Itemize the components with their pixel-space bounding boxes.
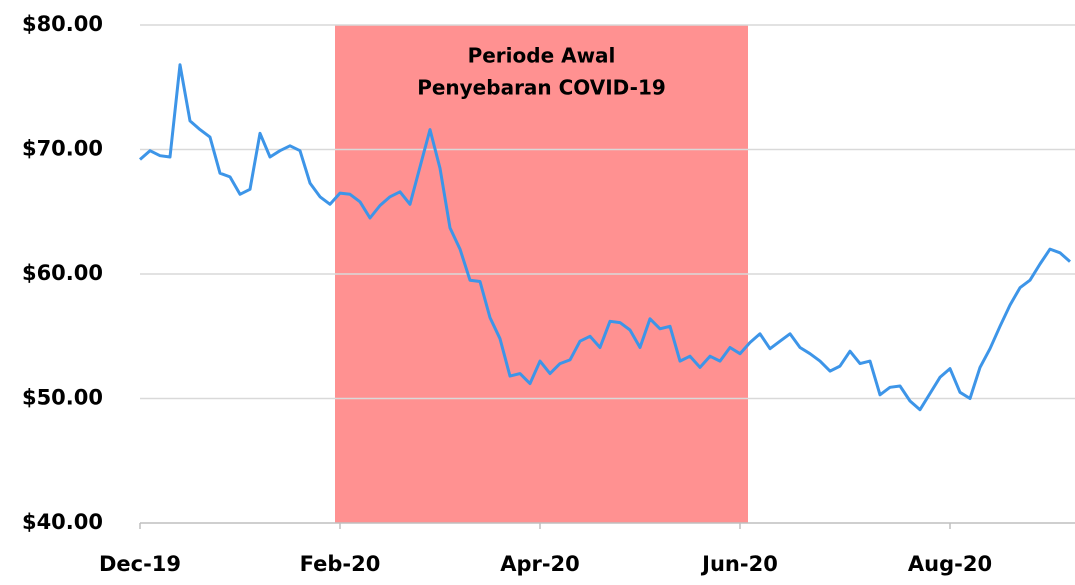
x-tick-label: Aug-20 xyxy=(908,552,992,576)
y-tick-label: $60.00 xyxy=(22,261,103,285)
y-tick-label: $40.00 xyxy=(22,510,103,534)
y-tick-label: $80.00 xyxy=(22,12,103,36)
x-tick-label: Jun-20 xyxy=(700,552,778,576)
x-tick-label: Feb-20 xyxy=(300,552,381,576)
x-tick-label: Dec-19 xyxy=(99,552,181,576)
y-tick-label: $70.00 xyxy=(22,137,103,161)
foreground-layer: Periode Awal Penyebaran COVID-19 $40.00 $50… xyxy=(22,12,1071,576)
background-layer xyxy=(140,24,1075,524)
highlight-label: Periode Awal xyxy=(468,44,616,68)
highlight-label: Penyebaran COVID-19 xyxy=(417,76,666,100)
y-tick-label: $50.00 xyxy=(22,386,103,410)
price-line xyxy=(139,63,1071,412)
x-tick-label: Apr-20 xyxy=(500,552,580,576)
